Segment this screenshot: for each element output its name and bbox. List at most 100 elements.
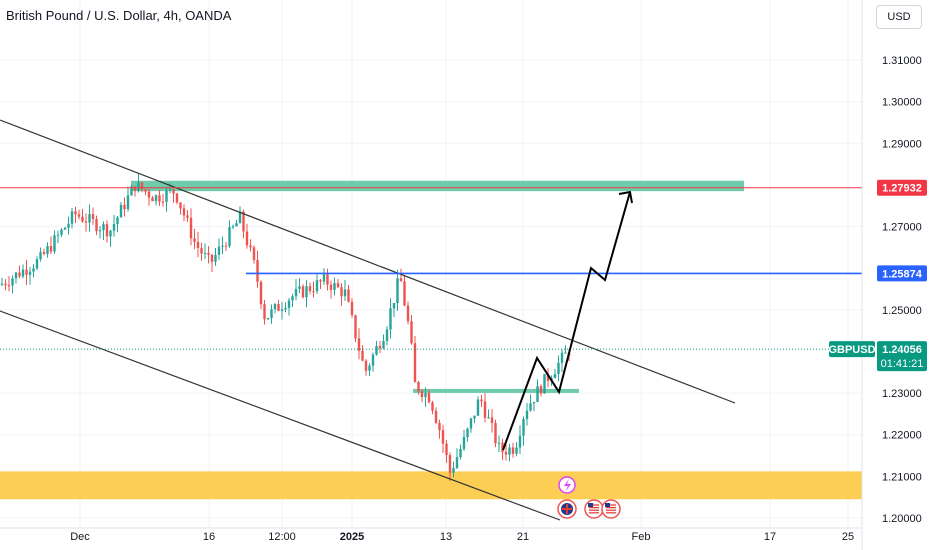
x-tick-label: 13 [440,531,452,543]
candle-body [305,286,308,298]
candle-body [294,288,298,297]
event-markers[interactable] [557,476,621,519]
candle-body [536,386,539,402]
candle-body [452,467,455,473]
resistance-price-tag: 1.27932 [877,179,927,196]
demand-zone[interactable] [0,471,862,500]
us-flag-icon[interactable] [584,499,604,519]
resistance-price-label: 1.27932 [882,183,922,195]
candle-body [84,221,88,223]
candle-body [319,280,322,282]
candle-body [18,272,21,277]
candle-body [224,245,228,247]
candle-body [357,338,361,351]
candle-body [410,321,413,344]
y-tick-label: 1.30000 [882,97,922,109]
candle-body [214,254,217,262]
candle-body [420,391,424,398]
breakout-zone[interactable] [413,388,579,393]
candle-body [158,195,161,202]
symbol-tag-label: GBPUSD [828,344,875,356]
key-level-price-label: 1.25874 [882,268,923,280]
candle-body [354,315,357,339]
candle-body [553,374,557,379]
candle-body [144,189,147,192]
x-tick-label: 2025 [340,531,364,543]
candle-body [277,303,280,311]
candle-body [326,274,329,285]
candle-body [291,296,294,301]
candle-body [179,202,182,209]
currency-button[interactable]: USD [876,5,922,29]
candle-body [42,252,46,254]
candle-body [46,246,49,254]
projection-arrowhead [618,190,633,204]
gb-flag-icon[interactable] [557,499,577,519]
y-tick-label: 1.23000 [882,388,922,400]
candle-body [7,285,11,287]
candle-body [210,254,214,262]
bar-countdown-label: 01:41:21 [881,358,924,370]
y-tick-label: 1.29000 [882,138,922,150]
candle-body [189,217,193,239]
projection-path [502,191,631,451]
candle-body [392,303,396,309]
us-flag-icon[interactable] [601,499,621,519]
candle-body [151,197,154,202]
candle-body [193,238,196,242]
candle-body [270,309,273,319]
candle-body [298,286,301,289]
candle-body [49,246,53,252]
candle-body [371,354,375,366]
candle-body [186,215,189,218]
candle-body [112,224,116,231]
candle-body [445,443,448,456]
candle-body [515,447,518,454]
candle-body [431,402,434,411]
candle-body [385,329,389,341]
candle-body [32,268,35,272]
candle-body [119,204,123,218]
candle-body [235,223,238,227]
candle-body [70,211,74,224]
candle-body [200,247,203,254]
y-tick-label: 1.21000 [882,471,922,483]
candle-body [133,186,137,192]
drawings [0,119,862,521]
candle-body [361,350,364,361]
candle-body [207,252,210,255]
candle-body [315,280,319,292]
candle-body [518,435,522,448]
candle-body [438,422,441,431]
candle-body [333,283,336,290]
candle-body [102,224,105,231]
candle-body [347,289,350,302]
y-tick-label: 1.27000 [882,222,922,234]
channel-upper-line [0,119,736,404]
candle-body [473,415,476,419]
candle-body [406,305,410,322]
symbol-title[interactable]: British Pound / U.S. Dollar, 4h, OANDA [6,8,232,23]
candle-body [256,260,259,282]
candle-body [263,304,266,320]
candle-body [340,287,343,297]
candle-body [60,229,63,235]
supply-zone[interactable] [131,180,744,192]
candle-body [546,374,550,381]
y-tick-label: 1.20000 [882,513,922,525]
candle-body [564,352,567,354]
x-tick-label: 25 [842,531,854,543]
candle-body [378,345,382,349]
candle-body [368,365,371,371]
event-flash-icon[interactable] [558,476,576,494]
candle-body [109,230,112,237]
candle-body [504,451,508,455]
candle-body [266,318,270,320]
candle-body [91,214,95,220]
candle-body [154,195,158,202]
candle-body [245,231,249,246]
candle-body [252,247,256,261]
candle-body [231,226,235,228]
candle-body [203,252,207,254]
